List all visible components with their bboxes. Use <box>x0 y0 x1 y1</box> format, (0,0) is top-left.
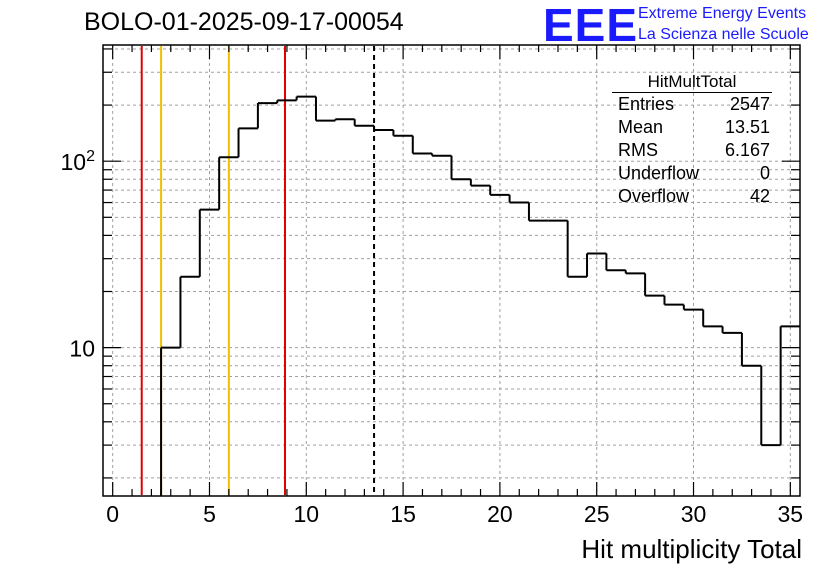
stats-row-rms: RMS 6.167 <box>606 139 778 162</box>
stats-row-mean: Mean 13.51 <box>606 116 778 139</box>
logo-line-1: Extreme Energy Events <box>638 5 807 22</box>
eee-logo: EEE <box>543 0 639 51</box>
stats-value: 42 <box>749 186 770 206</box>
stats-label: Underflow <box>618 163 700 183</box>
logo-line-2: La Scienza nelle Scuole <box>638 26 809 43</box>
plot-frame <box>102 44 801 497</box>
stats-row-underflow: Underflow 0 <box>606 162 778 185</box>
stats-label: RMS <box>618 140 658 160</box>
x-tick-label: 5 <box>203 501 216 527</box>
x-tick-label: 25 <box>584 501 610 527</box>
stats-label: Overflow <box>618 186 690 206</box>
stats-row-overflow: Overflow 42 <box>606 185 778 208</box>
stats-value: 13.51 <box>724 117 770 137</box>
histogram-series <box>160 95 800 496</box>
x-tick-label: 0 <box>106 501 119 527</box>
x-tick-label: 15 <box>390 501 416 527</box>
stats-label: Entries <box>618 94 675 114</box>
run-title: BOLO-01-2025-09-17-00054 <box>84 8 404 36</box>
x-tick-label: 35 <box>778 501 804 527</box>
stats-box: HitMultTotal Entries 2547 Mean 13.51 RMS… <box>606 72 778 208</box>
stats-value: 6.167 <box>724 140 770 160</box>
x-tick-label: 30 <box>681 501 707 527</box>
y-tick-label: 102 <box>61 148 96 175</box>
stats-title: HitMultTotal <box>612 72 772 93</box>
stats-row-entries: Entries 2547 <box>606 93 778 116</box>
stats-label: Mean <box>618 117 664 137</box>
stats-value: 0 <box>759 163 770 183</box>
eee-logo-caption: Extreme Energy Events La Scienza nelle S… <box>638 3 809 45</box>
x-axis-title: Hit multiplicity Total <box>581 534 802 564</box>
axes: 0 5 10 15 20 25 30 35 10 102 <box>61 45 804 527</box>
marker-lines <box>140 46 376 495</box>
x-tick-label: 20 <box>487 501 513 527</box>
x-tick-label: 10 <box>293 501 319 527</box>
y-tick-label: 10 <box>69 336 95 362</box>
stats-value: 2547 <box>729 94 770 114</box>
